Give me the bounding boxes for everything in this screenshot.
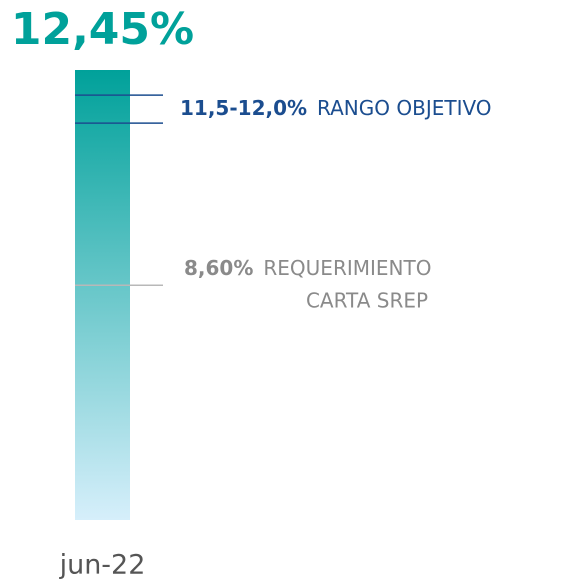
annotation-value: 11,5-12,0% [180, 96, 307, 120]
annotation-text: CARTA SREP [306, 289, 428, 313]
annotation-label: 8,60% REQUERIMIENTO [184, 256, 431, 280]
annotation-value: 8,60% [184, 256, 253, 280]
value-label: 12,45% [11, 4, 194, 55]
annotation-label: 11,5-12,0% RANGO OBJETIVO [180, 96, 492, 120]
annotation-text: RANGO OBJETIVO [317, 96, 492, 120]
bar [75, 70, 130, 520]
annotation-text: REQUERIMIENTO [263, 256, 431, 280]
category-label: jun-22 [59, 550, 146, 581]
